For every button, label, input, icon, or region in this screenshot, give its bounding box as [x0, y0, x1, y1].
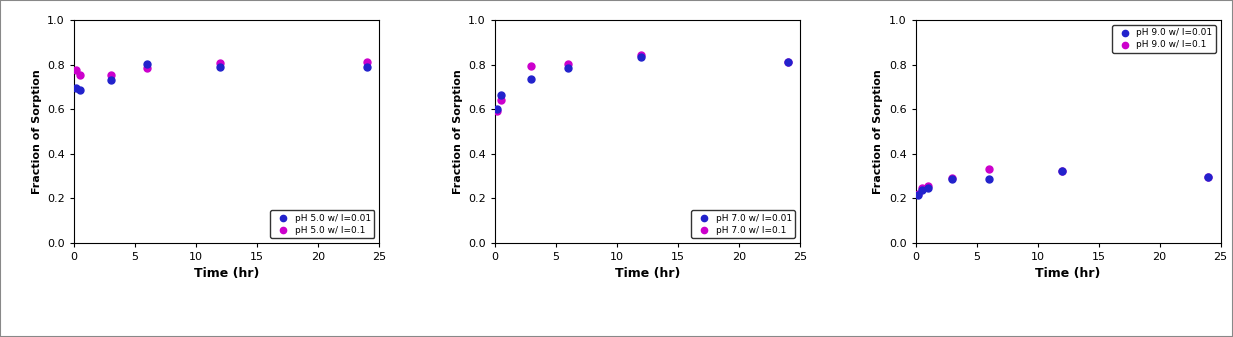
X-axis label: Time (hr): Time (hr) [1036, 267, 1101, 280]
pH 9.0 w/ I=0.01 [912, 188, 932, 193]
pH 5.0 w/ I=0.1 [101, 72, 121, 78]
pH 5.0 w/ I=0.01 [211, 64, 231, 70]
X-axis label: Time (hr): Time (hr) [194, 267, 259, 280]
pH 7.0 w/ I=0.1 [491, 98, 510, 103]
pH 7.0 w/ I=0.01 [559, 65, 578, 71]
Y-axis label: Fraction of Sorption: Fraction of Sorption [453, 69, 462, 194]
pH 5.0 w/ I=0.01 [67, 85, 86, 91]
pH 5.0 w/ I=0.1 [70, 72, 90, 78]
pH 9.0 w/ I=0.01 [979, 177, 999, 182]
Y-axis label: Fraction of Sorption: Fraction of Sorption [32, 69, 42, 194]
pH 9.0 w/ I=0.1 [1052, 168, 1071, 174]
pH 7.0 w/ I=0.1 [631, 52, 651, 57]
pH 9.0 w/ I=0.1 [919, 183, 938, 189]
pH 7.0 w/ I=0.1 [522, 63, 541, 68]
pH 9.0 w/ I=0.1 [942, 175, 962, 180]
pH 9.0 w/ I=0.01 [907, 192, 927, 197]
pH 9.0 w/ I=0.1 [979, 166, 999, 171]
pH 9.0 w/ I=0.1 [912, 185, 932, 191]
pH 7.0 w/ I=0.01 [631, 54, 651, 60]
pH 7.0 w/ I=0.01 [778, 60, 798, 65]
Y-axis label: Fraction of Sorption: Fraction of Sorption [873, 69, 883, 194]
pH 5.0 w/ I=0.1 [211, 60, 231, 66]
X-axis label: Time (hr): Time (hr) [614, 267, 681, 280]
Legend: pH 9.0 w/ I=0.01, pH 9.0 w/ I=0.1: pH 9.0 w/ I=0.01, pH 9.0 w/ I=0.1 [1112, 25, 1216, 53]
pH 7.0 w/ I=0.1 [778, 60, 798, 65]
pH 9.0 w/ I=0.01 [919, 185, 938, 191]
pH 9.0 w/ I=0.1 [907, 191, 927, 196]
pH 5.0 w/ I=0.01 [101, 78, 121, 83]
pH 7.0 w/ I=0.1 [487, 109, 507, 114]
pH 9.0 w/ I=0.01 [1052, 169, 1071, 174]
pH 5.0 w/ I=0.01 [70, 88, 90, 93]
pH 5.0 w/ I=0.01 [137, 61, 157, 66]
pH 7.0 w/ I=0.01 [522, 76, 541, 82]
pH 9.0 w/ I=0.01 [942, 177, 962, 182]
Legend: pH 7.0 w/ I=0.01, pH 7.0 w/ I=0.1: pH 7.0 w/ I=0.01, pH 7.0 w/ I=0.1 [692, 210, 795, 238]
pH 7.0 w/ I=0.1 [559, 61, 578, 66]
pH 7.0 w/ I=0.01 [487, 106, 507, 112]
pH 5.0 w/ I=0.1 [356, 60, 376, 65]
pH 9.0 w/ I=0.01 [1198, 174, 1218, 180]
pH 9.0 w/ I=0.1 [1198, 174, 1218, 180]
pH 7.0 w/ I=0.01 [491, 92, 510, 97]
pH 5.0 w/ I=0.01 [356, 64, 376, 70]
Legend: pH 5.0 w/ I=0.01, pH 5.0 w/ I=0.1: pH 5.0 w/ I=0.01, pH 5.0 w/ I=0.1 [270, 210, 375, 238]
pH 5.0 w/ I=0.1 [137, 66, 157, 71]
pH 5.0 w/ I=0.1 [67, 67, 86, 73]
